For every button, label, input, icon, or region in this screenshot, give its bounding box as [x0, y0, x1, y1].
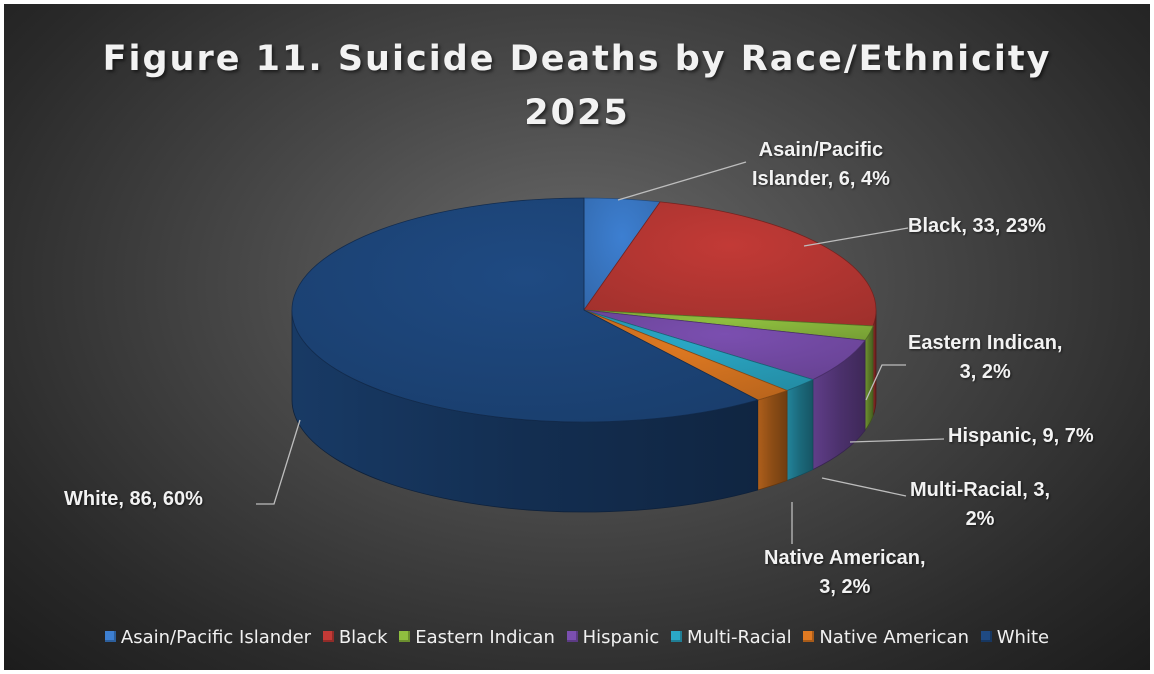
legend-swatch-hispanic: [566, 631, 578, 642]
legend-swatch-white: [980, 631, 992, 642]
chart-title: Figure 11. Suicide Deaths by Race/Ethnic…: [4, 32, 1150, 140]
legend-item-black: Black: [322, 626, 388, 650]
legend-item-hispanic: Hispanic: [566, 626, 659, 650]
pie-chart-plot: [256, 161, 945, 544]
pie-slice-hispanic: [583, 309, 866, 380]
data-label-native-american: Native American, 3, 2%: [764, 547, 926, 598]
legend-item-eastern-indican: Eastern Indican: [399, 626, 555, 650]
leader-line-multi-racial: [821, 477, 907, 497]
leader-line-black: [803, 227, 909, 247]
leader-line-asian-pacific-islander: [617, 161, 747, 201]
pie-slice-white: [291, 197, 759, 423]
chart-frame: Figure 11. Suicide Deaths by Race/Ethnic…: [4, 4, 1150, 670]
chart-title-line-1: Figure 11. Suicide Deaths by Race/Ethnic…: [102, 39, 1052, 79]
leader-line-eastern-indican: [865, 364, 906, 401]
legend-item-native-american: Native American: [803, 626, 969, 650]
data-label-hispanic: Hispanic, 9, 7%: [948, 425, 1094, 447]
legend-item-white: White: [980, 626, 1049, 650]
data-label-asian-pacific-islander: Asain/Pacific Islander, 6, 4%: [752, 139, 890, 190]
legend-item-multi-racial: Multi-Racial: [671, 626, 792, 650]
data-label-black: Black, 33, 23%: [908, 215, 1046, 237]
legend-swatch-asian-pacific-islander: [104, 631, 116, 642]
pie-slice-side-multi-racial: [786, 378, 814, 482]
chart-title-line-2: 2025: [524, 93, 630, 133]
legend-swatch-multi-racial: [671, 631, 683, 642]
data-label-multi-racial: Multi-Racial, 3, 2%: [910, 479, 1051, 530]
pie-slice-side-black: [872, 309, 877, 417]
pie-slice-side-eastern-indican: [864, 325, 874, 432]
pie-slice-black: [583, 201, 877, 327]
legend-swatch-eastern-indican: [399, 631, 411, 642]
legend-swatch-native-american: [803, 631, 815, 642]
leader-line-hispanic: [849, 438, 945, 443]
legend-item-asian-pacific-islander: Asain/Pacific Islander: [104, 626, 311, 650]
data-label-white: White, 86, 60%: [64, 488, 203, 510]
data-label-eastern-indican: Eastern Indican, 3, 2%: [908, 332, 1063, 383]
pie-slice-side-native-american: [757, 389, 788, 491]
legend-swatch-black: [322, 631, 334, 642]
chart-legend: Asain/Pacific Islander Black Eastern Ind…: [4, 626, 1150, 650]
leader-line-white: [256, 419, 301, 505]
